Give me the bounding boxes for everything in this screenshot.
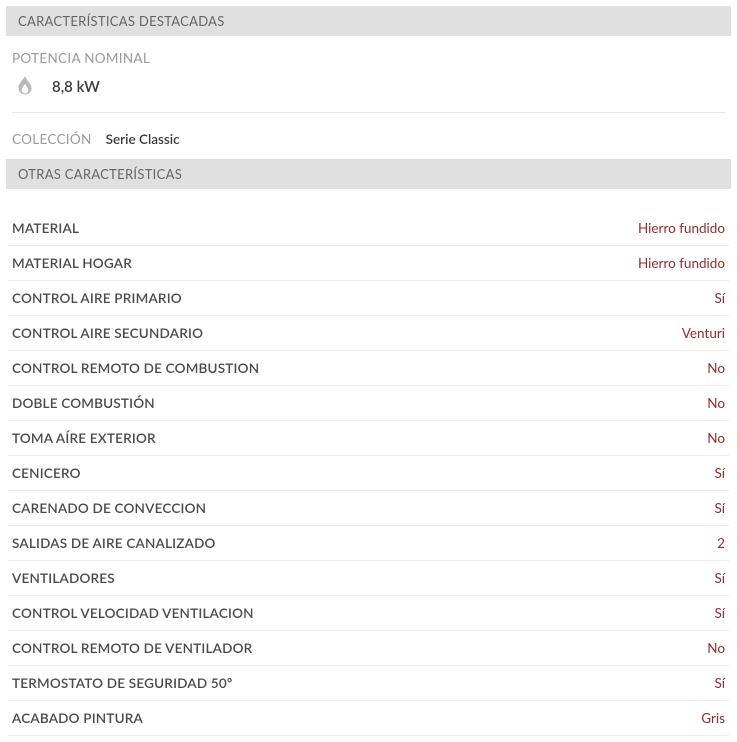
spec-value: Sí [714, 605, 725, 621]
spec-label: DOBLE COMBUSTIÓN [12, 395, 155, 411]
spec-row: CONTROL REMOTO DE VENTILADOR No [8, 631, 729, 666]
spec-row: CONTROL VELOCIDAD VENTILACION Sí [8, 596, 729, 631]
spec-label: TOMA AÍRE EXTERIOR [12, 430, 156, 446]
spec-table: MATERIAL Hierro fundido MATERIAL HOGAR Hier… [6, 193, 731, 736]
spec-row: CONTROL AIRE PRIMARIO Sí [8, 281, 729, 316]
featured-block: POTENCIA NOMINAL 8,8 kW [6, 40, 731, 121]
spec-value: Venturi [682, 325, 725, 341]
spec-label: MATERIAL [12, 220, 79, 236]
spec-label: TERMOSTATO DE SEGURIDAD 50º [12, 675, 233, 691]
spec-row: SALIDAS DE AIRE CANALIZADO 2 [8, 526, 729, 561]
spec-label: CONTROL REMOTO DE VENTILADOR [12, 640, 252, 656]
spec-value: No [707, 395, 725, 411]
spec-row: CARENADO DE CONVECCION Sí [8, 491, 729, 526]
spec-value: Sí [714, 570, 725, 586]
spec-row: CENICERO Sí [8, 456, 729, 491]
spec-row: CONTROL AIRE SECUNDARIO Venturi [8, 316, 729, 351]
collection-value: Serie Classic [106, 131, 180, 147]
other-section-header: OTRAS CARACTERÍSTICAS [6, 159, 731, 189]
spec-label: SALIDAS DE AIRE CANALIZADO [12, 535, 216, 551]
collection-row: COLECCIÓN Serie Classic [6, 121, 731, 159]
spec-row: VENTILADORES Sí [8, 561, 729, 596]
spec-value: Sí [714, 500, 725, 516]
spec-row: TERMOSTATO DE SEGURIDAD 50º Sí [8, 666, 729, 701]
spec-row: MATERIAL Hierro fundido [8, 211, 729, 246]
spec-value: Hierro fundido [638, 255, 725, 271]
spec-row: DOBLE COMBUSTIÓN No [8, 386, 729, 421]
spec-row: TOMA AÍRE EXTERIOR No [8, 421, 729, 456]
spec-label: CENICERO [12, 465, 81, 481]
flame-icon [12, 74, 38, 100]
collection-label: COLECCIÓN [12, 131, 92, 147]
spec-label: CONTROL AIRE PRIMARIO [12, 290, 182, 306]
spec-label: CONTROL VELOCIDAD VENTILACION [12, 605, 254, 621]
featured-value: 8,8 kW [52, 78, 100, 96]
spec-value: Sí [714, 465, 725, 481]
spec-value: 2 [717, 535, 725, 551]
featured-label: POTENCIA NOMINAL [12, 50, 725, 66]
spec-label: CONTROL REMOTO DE COMBUSTION [12, 360, 259, 376]
spec-label: MATERIAL HOGAR [12, 255, 132, 271]
spec-value: Sí [714, 290, 725, 306]
featured-section-header: CARACTERÍSTICAS DESTACADAS [6, 6, 731, 36]
spec-sheet: CARACTERÍSTICAS DESTACADAS POTENCIA NOMI… [0, 0, 737, 742]
spec-label: VENTILADORES [12, 570, 115, 586]
spec-value: Hierro fundido [638, 220, 725, 236]
spec-label: CONTROL AIRE SECUNDARIO [12, 325, 203, 341]
spec-value: No [707, 430, 725, 446]
featured-value-row: 8,8 kW [12, 74, 725, 113]
spec-row: MATERIAL HOGAR Hierro fundido [8, 246, 729, 281]
spec-row: ACABADO PINTURA Gris [8, 701, 729, 736]
spec-label: CARENADO DE CONVECCION [12, 500, 206, 516]
spec-value: No [707, 360, 725, 376]
spec-value: No [707, 640, 725, 656]
spec-value: Gris [701, 710, 725, 726]
spec-row: CONTROL REMOTO DE COMBUSTION No [8, 351, 729, 386]
spec-label: ACABADO PINTURA [12, 710, 143, 726]
spec-value: Sí [714, 675, 725, 691]
